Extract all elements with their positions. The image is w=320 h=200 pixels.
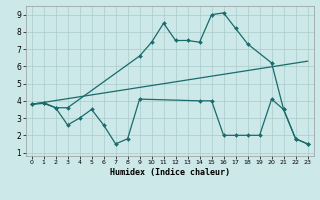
X-axis label: Humidex (Indice chaleur): Humidex (Indice chaleur) <box>109 168 230 177</box>
